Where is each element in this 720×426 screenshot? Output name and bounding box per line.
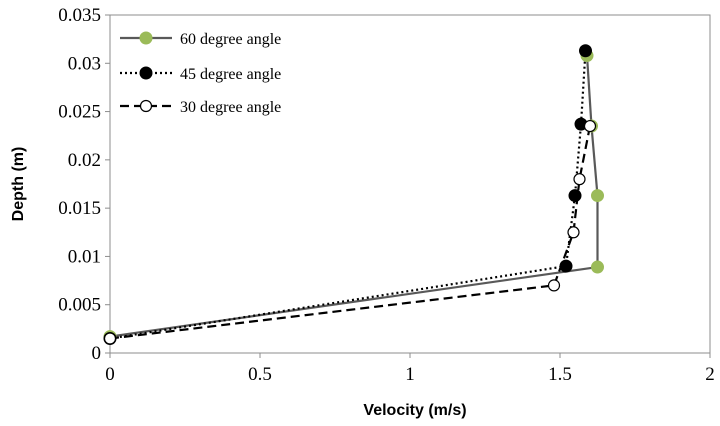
- series-1: [110, 51, 586, 339]
- legend-marker: [141, 101, 152, 112]
- data-point: [105, 333, 116, 344]
- x-tick-label: 1.5: [548, 364, 572, 385]
- series-line: [110, 126, 590, 338]
- y-tick-label: 0.035: [58, 5, 101, 26]
- series-0: [110, 56, 598, 337]
- y-tick-label: 0.005: [58, 295, 101, 316]
- legend-label: 45 degree angle: [180, 66, 281, 83]
- data-point: [568, 227, 579, 238]
- legend-marker: [140, 32, 152, 44]
- x-tick-label: 1: [405, 364, 415, 385]
- legend-item: 45 degree angle: [120, 66, 281, 83]
- x-tick-label: 0.5: [248, 364, 272, 385]
- y-tick-label: 0.02: [68, 150, 101, 171]
- y-tick-label: 0.015: [58, 198, 101, 219]
- x-tick-label: 2: [705, 364, 715, 385]
- legend: 60 degree angle 45 degree angle 30 degree …: [120, 31, 281, 116]
- data-point: [592, 261, 604, 273]
- y-tick-label: 0: [92, 343, 102, 364]
- data-point: [569, 190, 581, 202]
- legend-marker: [140, 67, 152, 79]
- data-point: [585, 121, 596, 132]
- x-tick-label: 0: [105, 364, 115, 385]
- data-point: [549, 280, 560, 291]
- legend-label: 60 degree angle: [180, 31, 281, 48]
- y-tick-label: 0.025: [58, 102, 101, 123]
- y-axis-title: Depth (m): [10, 147, 27, 222]
- legend-label: 30 degree angle: [180, 99, 281, 116]
- data-point: [574, 174, 585, 185]
- series-markers-1: [104, 45, 592, 345]
- series-2: [110, 126, 590, 338]
- legend-item: 30 degree angle: [120, 99, 281, 116]
- series-markers-0: [104, 50, 604, 343]
- series-line: [110, 51, 586, 339]
- series-layer: [104, 45, 604, 345]
- y-tick-label: 0.03: [68, 53, 101, 74]
- data-point: [592, 190, 604, 202]
- y-tick-label: 0.01: [68, 246, 101, 267]
- series-line: [110, 56, 598, 337]
- legend-item: 60 degree angle: [120, 31, 281, 48]
- x-axis-title: Velocity (m/s): [363, 402, 466, 419]
- axis-labels: 0 0.5 1 1.5 2 0 0.005 0.01 0.015 0.02 0.025 0.03 0.0…: [10, 5, 715, 419]
- data-point: [560, 260, 572, 272]
- data-point: [580, 45, 592, 57]
